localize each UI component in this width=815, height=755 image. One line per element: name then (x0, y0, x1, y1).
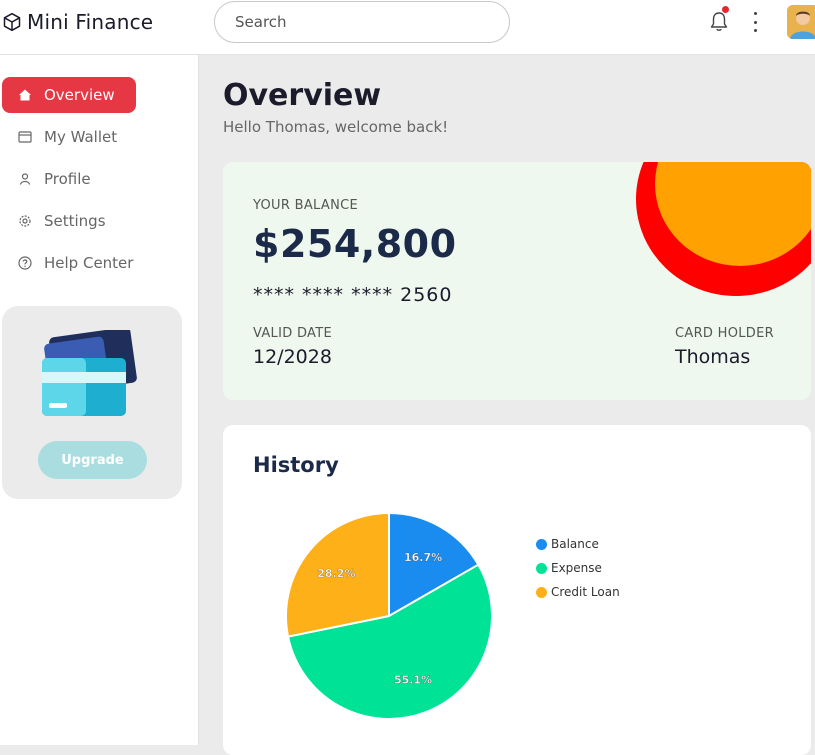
help-icon (18, 256, 32, 270)
bell-icon[interactable] (709, 10, 729, 34)
balance-label: YOUR BALANCE (253, 198, 359, 213)
pie-value-label: 16.7% (404, 551, 442, 564)
sidebar-item-overview[interactable]: Overview (2, 77, 136, 113)
more-menu-icon[interactable] (749, 12, 761, 32)
sidebar-item-label: Settings (44, 212, 106, 230)
sidebar-item-profile[interactable]: Profile (2, 161, 136, 197)
legend-item[interactable]: Balance (536, 532, 620, 556)
credit-cards-icon (42, 330, 137, 416)
sidebar-item-my-wallet[interactable]: My Wallet (2, 119, 136, 155)
pie-value-label: 55.1% (394, 674, 432, 687)
sidebar-item-label: My Wallet (44, 128, 118, 146)
wallet-icon (18, 130, 32, 144)
app-logo[interactable]: Mini Finance (2, 8, 153, 36)
avatar[interactable] (787, 5, 815, 39)
upgrade-button[interactable]: Upgrade (38, 441, 147, 479)
gear-icon (18, 214, 32, 228)
sidebar-item-label: Overview (44, 86, 115, 104)
history-title: History (253, 453, 339, 477)
sidebar: Overview My Wallet Profile Settings Help… (0, 55, 199, 745)
card-holder-name: Thomas (675, 346, 751, 368)
legend-item[interactable]: Credit Loan (536, 580, 620, 604)
valid-date-value: 12/2028 (253, 346, 332, 368)
valid-date-label: VALID DATE (253, 326, 332, 341)
sidebar-item-help-center[interactable]: Help Center (2, 245, 136, 281)
balance-card: YOUR BALANCE $254,800 **** **** **** 256… (223, 162, 811, 400)
chart-legend: Balance Expense Credit Loan (536, 532, 620, 604)
search-input[interactable] (214, 1, 510, 43)
pie-value-label: 28.2% (317, 567, 355, 580)
legend-swatch (536, 538, 547, 550)
card-number: **** **** **** 2560 (253, 284, 453, 306)
app-name: Mini Finance (27, 10, 154, 34)
sidebar-item-settings[interactable]: Settings (2, 203, 136, 239)
cube-icon (3, 12, 21, 32)
sidebar-item-label: Profile (44, 170, 91, 188)
balance-amount: $254,800 (253, 222, 457, 266)
legend-item[interactable]: Expense (536, 556, 620, 580)
top-bar: Mini Finance (0, 0, 815, 55)
sidebar-item-label: Help Center (44, 254, 134, 272)
pie-slice-credit-loan[interactable] (285, 511, 390, 638)
pie-chart: 16.7% 55.1% 28.2% (285, 511, 493, 720)
history-card: History 16.7% 55.1% 28.2% Balance Expense Cr… (223, 425, 811, 755)
legend-swatch (536, 586, 547, 598)
legend-label: Balance (551, 537, 599, 551)
pie-slice-balance[interactable] (388, 511, 480, 618)
notification-dot (722, 6, 729, 13)
pie-slice-expense[interactable] (286, 563, 493, 720)
user-icon (18, 172, 32, 186)
card-holder-label: CARD HOLDER (675, 326, 774, 341)
legend-label: Credit Loan (551, 585, 620, 599)
home-icon (18, 88, 32, 102)
page-subtitle: Hello Thomas, welcome back! (223, 118, 449, 136)
legend-label: Expense (551, 561, 602, 575)
upgrade-promo-card: Upgrade (2, 306, 182, 499)
legend-swatch (536, 562, 547, 574)
page-title: Overview (223, 78, 382, 113)
